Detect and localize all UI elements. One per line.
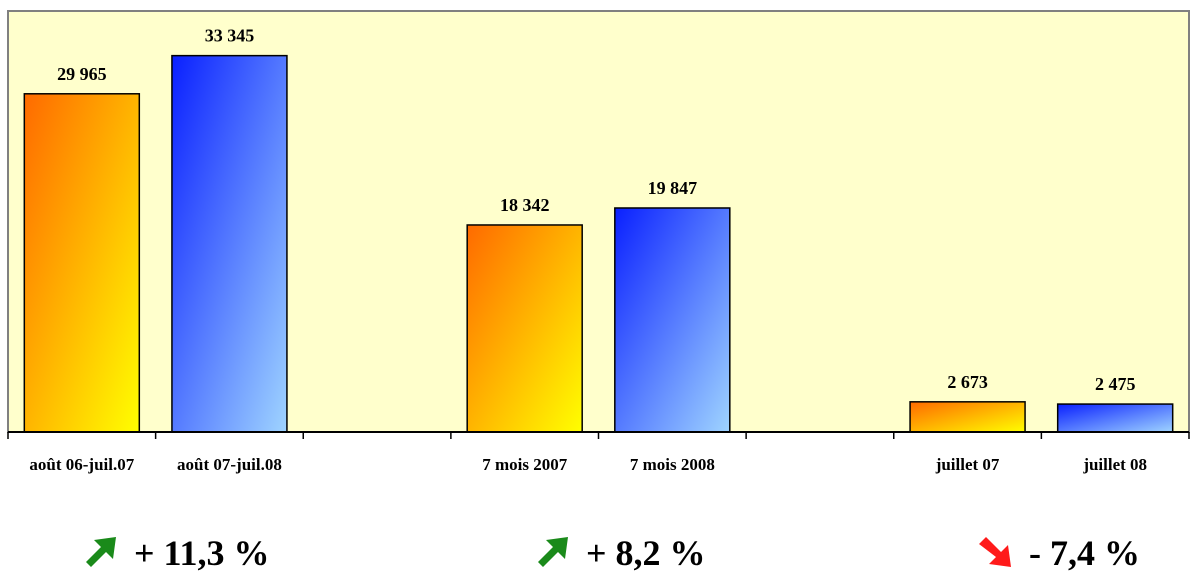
change-value: + 8,2 %: [586, 533, 706, 573]
change-value: - 7,4 %: [1029, 533, 1140, 573]
bar-8: [1056, 403, 1174, 433]
bar-value-label: 2 475: [1095, 374, 1136, 394]
arrow-down-right-icon: [975, 533, 1015, 573]
bar-value-label: 18 342: [500, 195, 550, 215]
bar-value-label: 19 847: [648, 178, 698, 198]
arrow-up-right-icon: [532, 533, 572, 573]
bar-value-label: 2 673: [947, 372, 988, 392]
bar-4: [466, 224, 583, 433]
bar-1: [23, 93, 141, 433]
bar-7: [909, 401, 1026, 433]
bar-value-label: 29 965: [57, 64, 107, 84]
change-indicator-2: + 8,2 %: [532, 532, 706, 574]
change-indicator-1: + 11,3 %: [80, 532, 270, 574]
x-tick-label: 7 mois 2007: [482, 455, 568, 474]
bar-2: [171, 54, 288, 433]
x-tick-label: juillet 07: [935, 455, 1000, 474]
change-indicator-3: - 7,4 %: [975, 532, 1140, 574]
bar-value-label: 33 345: [205, 26, 255, 46]
arrow-up-right-icon: [80, 533, 120, 573]
x-tick-label: 7 mois 2008: [630, 455, 715, 474]
x-tick-label: juillet 08: [1082, 455, 1147, 474]
x-tick-label: août 06-juil.07: [29, 455, 134, 474]
bar-chart: 29 965 33 345 18 342 19 847 2 673 2 475 août …: [7, 10, 1190, 474]
change-value: + 11,3 %: [134, 533, 270, 573]
x-tick-label: août 07-juil.08: [177, 455, 282, 474]
bar-5: [614, 207, 731, 433]
